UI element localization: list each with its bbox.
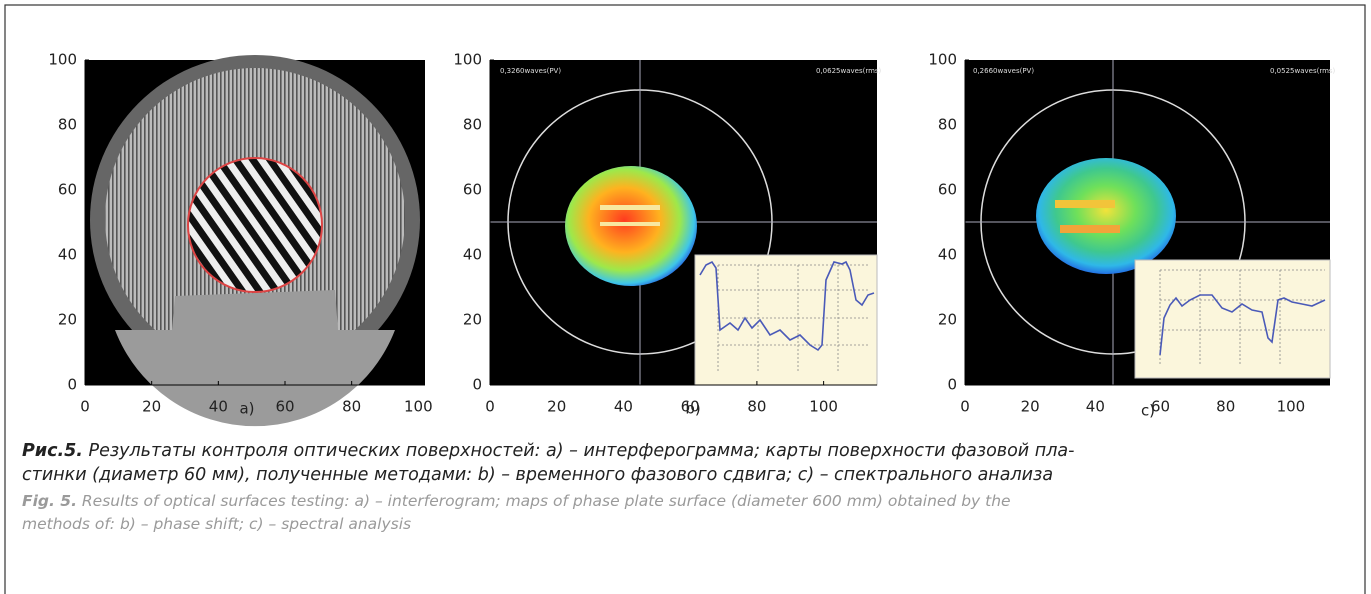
frame [4,4,1366,594]
y-tick-label: 60 [938,181,957,199]
x-tick-label: 0 [960,398,970,416]
x-tick-label: 60 [681,398,700,416]
x-tick-label: 80 [342,398,361,416]
surface-map-c [965,60,1331,385]
x-tick-label: 60 [1151,398,1170,416]
y-tick-label: 80 [938,116,957,134]
x-tick-label: 60 [275,398,294,416]
x-tick-label: 80 [747,398,766,416]
x-tick-label: 0 [80,398,90,416]
y-tick-label: 60 [58,181,77,199]
pv-label: 0,3260waves(PV) [500,67,561,75]
caption-label: Рис.5. [22,441,83,461]
y-tick-label: 0 [947,376,957,394]
x-tick-label: 40 [614,398,633,416]
caption-line: Results of optical surfaces testing: a) … [81,492,1011,510]
x-tick-label: 100 [1277,398,1306,416]
y-tick-label: 20 [463,311,482,329]
x-tick-label: 20 [1021,398,1040,416]
x-tick-label: 80 [1216,398,1235,416]
caption-line: стинки (диаметр 60 мм), полученные метод… [22,465,1054,485]
rms-label: 0,0525waves(rms) [1270,67,1336,75]
x-tick-label: 40 [1086,398,1105,416]
panel-label: c) [1141,402,1155,420]
rms-label: 0,0625waves(rms) [816,67,882,75]
y-tick-label: 20 [938,311,957,329]
y-tick-label: 80 [463,116,482,134]
y-tick-label: 20 [58,311,77,329]
x-tick-label: 100 [809,398,838,416]
y-tick-label: 0 [472,376,482,394]
panel-label: a) [239,400,254,418]
caption-label: Fig. 5. [22,492,77,510]
y-tick-label: 100 [48,51,77,69]
y-tick-label: 40 [938,246,957,264]
x-tick-label: 100 [404,398,433,416]
y-tick-label: 100 [928,51,957,69]
caption-line: methods of: b) – phase shift; c) – spect… [22,515,412,533]
caption-ru: Рис.5. Результаты контроля оптических по… [22,441,1074,461]
x-tick-label: 20 [142,398,161,416]
pv-label: 0,2660waves(PV) [973,67,1034,75]
caption-en: Fig. 5. Results of optical surfaces test… [22,492,1011,510]
y-tick-label: 100 [453,51,482,69]
panel-label: b) [685,400,700,418]
y-tick-label: 60 [463,181,482,199]
caption-line: Результаты контроля оптических поверхнос… [88,441,1075,461]
y-tick-label: 0 [67,376,77,394]
x-tick-label: 0 [485,398,495,416]
x-tick-label: 40 [209,398,228,416]
interferogram [85,55,425,427]
surface-map-b [490,60,878,386]
y-tick-label: 40 [58,246,77,264]
x-tick-label: 20 [547,398,566,416]
y-tick-label: 80 [58,116,77,134]
y-tick-label: 40 [463,246,482,264]
